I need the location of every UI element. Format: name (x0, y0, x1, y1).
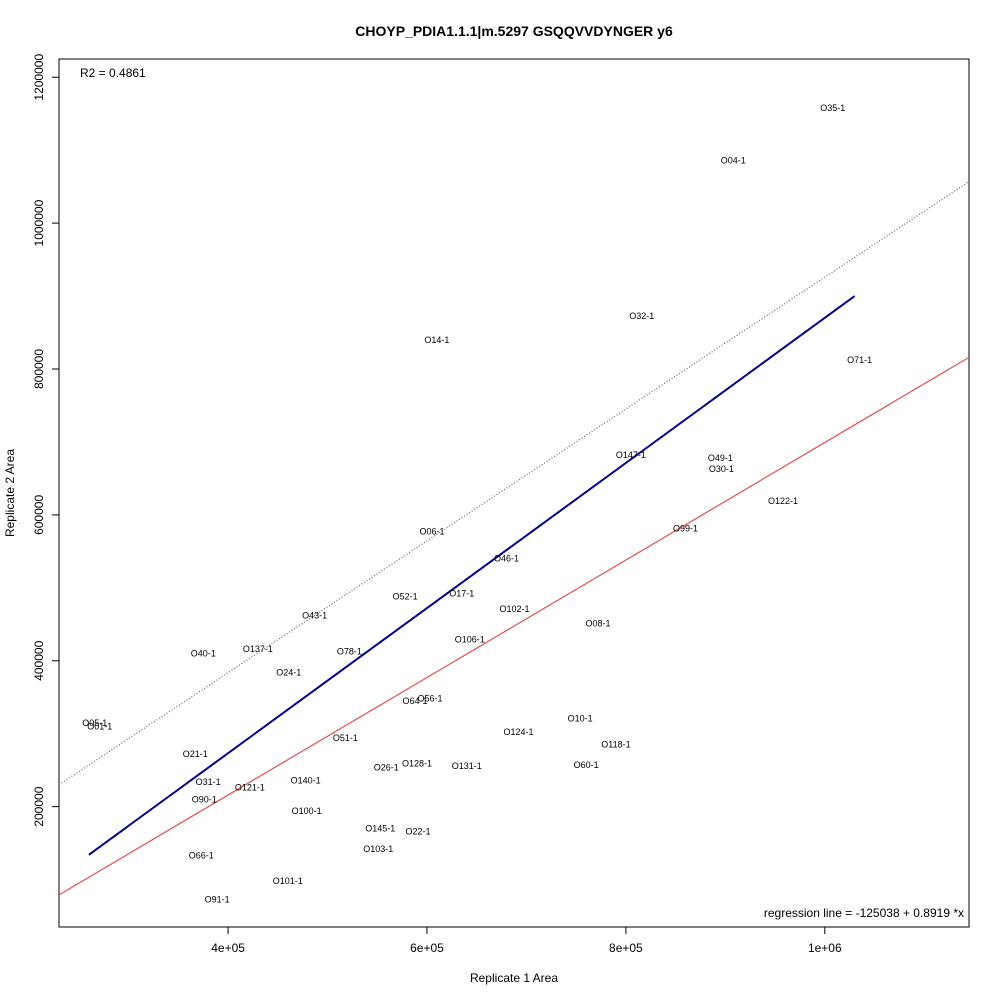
point-label: O17-1 (449, 589, 474, 599)
point-label: O147-1 (616, 450, 646, 460)
point-label: O31-1 (196, 777, 221, 787)
x-tick-label: 6e+05 (410, 941, 444, 955)
x-tick-label: 4e+05 (211, 941, 245, 955)
line-regression (88, 295, 856, 856)
point-label: O49-1 (708, 453, 733, 463)
point-label: O56-1 (417, 694, 442, 704)
point-label: O35-1 (820, 103, 845, 113)
point-label: O14-1 (424, 335, 449, 345)
x-tick-label: 8e+05 (609, 941, 643, 955)
r2-annotation: R2 = 0.4861 (80, 66, 146, 80)
point-label: O04-1 (721, 155, 746, 165)
point-label: O60-1 (574, 760, 599, 770)
point-label: O52-1 (393, 592, 418, 602)
point-label: O101-1 (273, 876, 303, 886)
point-label: O100-1 (292, 806, 322, 816)
point-label: O102-1 (499, 604, 529, 614)
point-label: O145-1 (365, 824, 395, 834)
point-label: O118-1 (601, 740, 630, 750)
point-label: O24-1 (276, 667, 301, 677)
chart-title: CHOYP_PDIA1.1.1|m.5297 GSQQVVDYNGER y6 (355, 23, 673, 39)
point-label: O01-1 (87, 721, 112, 731)
y-tick-label: 600000 (32, 495, 46, 535)
point-label: O91-1 (205, 894, 230, 904)
point-label: O10-1 (568, 713, 593, 723)
point-label: O66-1 (189, 851, 214, 861)
point-label: O26-1 (374, 762, 399, 772)
line-upper (59, 181, 969, 786)
fit-lines (59, 181, 969, 896)
point-label: O128-1 (402, 759, 432, 769)
x-tick-label: 1e+06 (808, 941, 842, 955)
point-label: O21-1 (183, 749, 208, 759)
point-label: O22-1 (406, 826, 431, 836)
y-tick-label: 1200000 (32, 54, 46, 101)
y-tick-label: 800000 (32, 349, 46, 389)
y-tick-label: 200000 (32, 786, 46, 826)
point-label: O32-1 (629, 311, 654, 321)
point-label: O05-1 (82, 718, 107, 728)
y-axis: 200000 400000 600000 800000 1000000 1200000 (32, 54, 59, 827)
y-axis-label: Replicate 2 Area (3, 449, 17, 537)
point-label: O140-1 (291, 775, 321, 785)
point-label: O99-1 (673, 524, 698, 534)
point-label: O51-1 (333, 733, 358, 743)
point-labels: O35-1 O04-1 O32-1 O14-1 O71-1 O147-1 O49-1O30-… (82, 103, 872, 904)
y-tick-label: 400000 (32, 640, 46, 680)
point-label: O124-1 (503, 727, 533, 737)
point-label: O122-1 (768, 496, 798, 506)
point-label: O64-1 (403, 696, 428, 706)
y-tick-label: 1000000 (32, 199, 46, 246)
point-label: O30-1 (709, 464, 734, 474)
line-lower (59, 356, 969, 896)
point-label: O43-1 (302, 611, 327, 621)
point-label: O121-1 (235, 783, 265, 793)
point-label: O71-1 (847, 355, 872, 365)
point-label: O46-1 (494, 554, 519, 564)
point-label: O06-1 (419, 527, 444, 537)
point-label: O08-1 (586, 619, 611, 629)
point-label: O78-1 (337, 646, 362, 656)
plot-frame (58, 58, 970, 928)
point-label: O103-1 (363, 844, 393, 854)
x-axis-label: Replicate 1 Area (470, 971, 558, 985)
regression-annotation: regression line = -125038 + 0.8919 *x (764, 906, 964, 920)
point-label: O106-1 (455, 635, 485, 645)
point-label: O137-1 (243, 644, 273, 654)
point-label: O40-1 (191, 648, 216, 658)
point-label: O90-1 (192, 794, 217, 804)
point-label: O131-1 (452, 761, 482, 771)
x-axis: 4e+05 6e+05 8e+05 1e+06 (211, 927, 842, 955)
